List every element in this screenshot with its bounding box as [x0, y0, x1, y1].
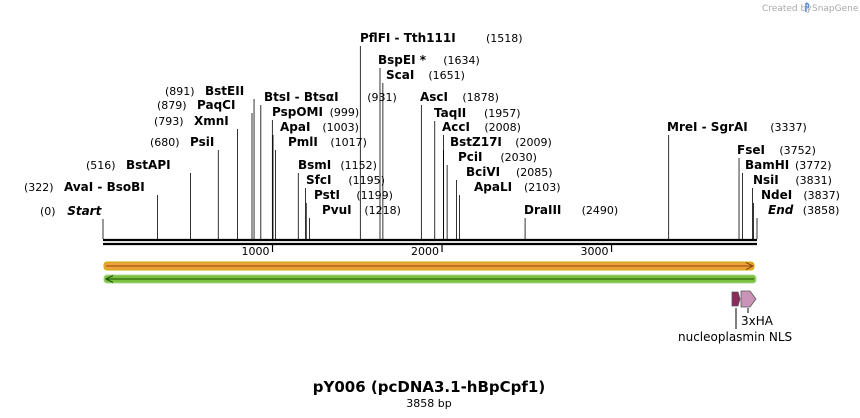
- site-name-apali[interactable]: ApaLI: [474, 180, 512, 194]
- feature-label-nucleoplasmin-nls: nucleoplasmin NLS: [678, 330, 792, 344]
- ruler-tick-label: 3000: [581, 245, 609, 258]
- site-position: (1957): [484, 107, 521, 120]
- site-position: (3752): [779, 144, 816, 157]
- site-name-pflfi-tth111i[interactable]: PflFI - Tth111I: [360, 31, 456, 45]
- ruler-ticks: 1000 2000 3000: [242, 244, 613, 258]
- site-name-pmli[interactable]: PmlI: [288, 135, 318, 149]
- site-position: (3858): [803, 204, 840, 217]
- site-name-bcivi[interactable]: BciVI: [466, 165, 500, 179]
- site-labels: Start (0) AvaI - BsoBI (322) BstAPI (516) PsiI…: [24, 31, 840, 218]
- site-name-apai[interactable]: ApaI: [280, 120, 310, 134]
- site-name-btsi-bts-i[interactable]: BtsI - BtsαI: [264, 90, 339, 104]
- site-position: (1195): [348, 174, 385, 187]
- site-position: (1634): [443, 54, 480, 67]
- site-position: (1518): [486, 32, 523, 45]
- site-position: (2008): [484, 121, 521, 134]
- site-name-start[interactable]: Start: [67, 204, 102, 218]
- site-position: (879): [157, 99, 187, 112]
- site-position: (1218): [364, 204, 401, 217]
- site-position: (793): [154, 115, 184, 128]
- site-name-draiii[interactable]: DraIII: [524, 203, 561, 217]
- plasmid-title: pY006 (pcDNA3.1-hBpCpf1): [313, 378, 545, 396]
- site-leader-lines: [102, 46, 758, 239]
- site-position: (322): [24, 181, 54, 194]
- site-name-psii[interactable]: PsiI: [190, 135, 214, 149]
- credit-header: Created by SnapGene: [762, 2, 859, 14]
- strand-arrows: [103, 261, 757, 284]
- feature-label-3xha: 3xHA: [741, 314, 774, 328]
- site-position: (3772): [795, 159, 832, 172]
- map-title: pY006 (pcDNA3.1-hBpCpf1) 3858 bp: [313, 378, 545, 410]
- site-position: (0): [40, 205, 56, 218]
- site-position: (1878): [462, 91, 499, 104]
- site-position: (3337): [770, 121, 807, 134]
- nucleoplasmin-nls-feature-icon: [731, 291, 741, 307]
- ruler-tick-label: 1000: [242, 245, 270, 258]
- site-name-bsmi[interactable]: BsmI: [298, 158, 331, 172]
- site-position: (2030): [500, 151, 537, 164]
- credit-created-by: Created by: [762, 4, 812, 14]
- site-position: (2009): [515, 136, 552, 149]
- site-name-acci[interactable]: AccI: [442, 120, 470, 134]
- site-name-avai-bsobi[interactable]: AvaI - BsoBI: [64, 180, 145, 194]
- credit-brand: SnapGene: [812, 4, 859, 14]
- site-name-xmni[interactable]: XmnI: [194, 114, 229, 128]
- site-name-ndei[interactable]: NdeI: [761, 188, 792, 202]
- site-name-asci[interactable]: AscI: [420, 90, 448, 104]
- site-name-bsteii[interactable]: BstEII: [205, 84, 244, 98]
- site-position: (3831): [795, 174, 832, 187]
- site-position: (3837): [803, 189, 840, 202]
- site-name-scai[interactable]: ScaI: [386, 68, 414, 82]
- site-position: (680): [150, 136, 180, 149]
- site-position: (1003): [322, 121, 359, 134]
- features: 3xHA nucleoplasmin NLS: [678, 290, 792, 344]
- site-name-sfci[interactable]: SfcI: [306, 173, 331, 187]
- site-name-pcii[interactable]: PciI: [458, 150, 483, 164]
- site-name-pvui[interactable]: PvuI: [322, 203, 352, 217]
- ruler-tick-label: 2000: [411, 245, 439, 258]
- site-name-bspei-[interactable]: BspEI *: [378, 53, 427, 67]
- sequence-backbone: [103, 238, 757, 246]
- plasmid-length: 3858 bp: [406, 397, 451, 410]
- site-position: (2085): [516, 166, 553, 179]
- site-name-nsii[interactable]: NsiI: [753, 173, 779, 187]
- bottom-strand-arrowhead-icon: [104, 275, 114, 283]
- site-position: (1199): [356, 189, 393, 202]
- snapgene-logo-icon: [805, 2, 810, 12]
- site-name-pspomi[interactable]: PspOMI: [272, 105, 323, 119]
- site-name-paqci[interactable]: PaqCI: [197, 98, 235, 112]
- site-position: (2490): [582, 204, 619, 217]
- site-position: (1651): [428, 69, 465, 82]
- 3xha-feature-icon: [740, 290, 757, 308]
- site-name-taqii[interactable]: TaqII: [434, 106, 466, 120]
- site-name-fsei[interactable]: FseI: [737, 143, 765, 157]
- site-name-bamhi[interactable]: BamHI: [745, 158, 789, 172]
- site-position: (1017): [330, 136, 367, 149]
- site-position: (1152): [340, 159, 377, 172]
- site-name-bstapi[interactable]: BstAPI: [126, 158, 171, 172]
- site-name-end[interactable]: End: [768, 203, 794, 217]
- site-position: (891): [165, 85, 195, 98]
- top-strand-arrowhead-icon: [745, 262, 755, 270]
- site-position: (516): [86, 159, 116, 172]
- site-name-mrei-sgrai[interactable]: MreI - SgrAI: [667, 120, 748, 134]
- site-position: (999): [330, 106, 360, 119]
- site-name-bstz17i[interactable]: BstZ17I: [450, 135, 502, 149]
- site-position: (2103): [524, 181, 561, 194]
- site-name-psti[interactable]: PstI: [314, 188, 340, 202]
- site-position: (931): [367, 91, 397, 104]
